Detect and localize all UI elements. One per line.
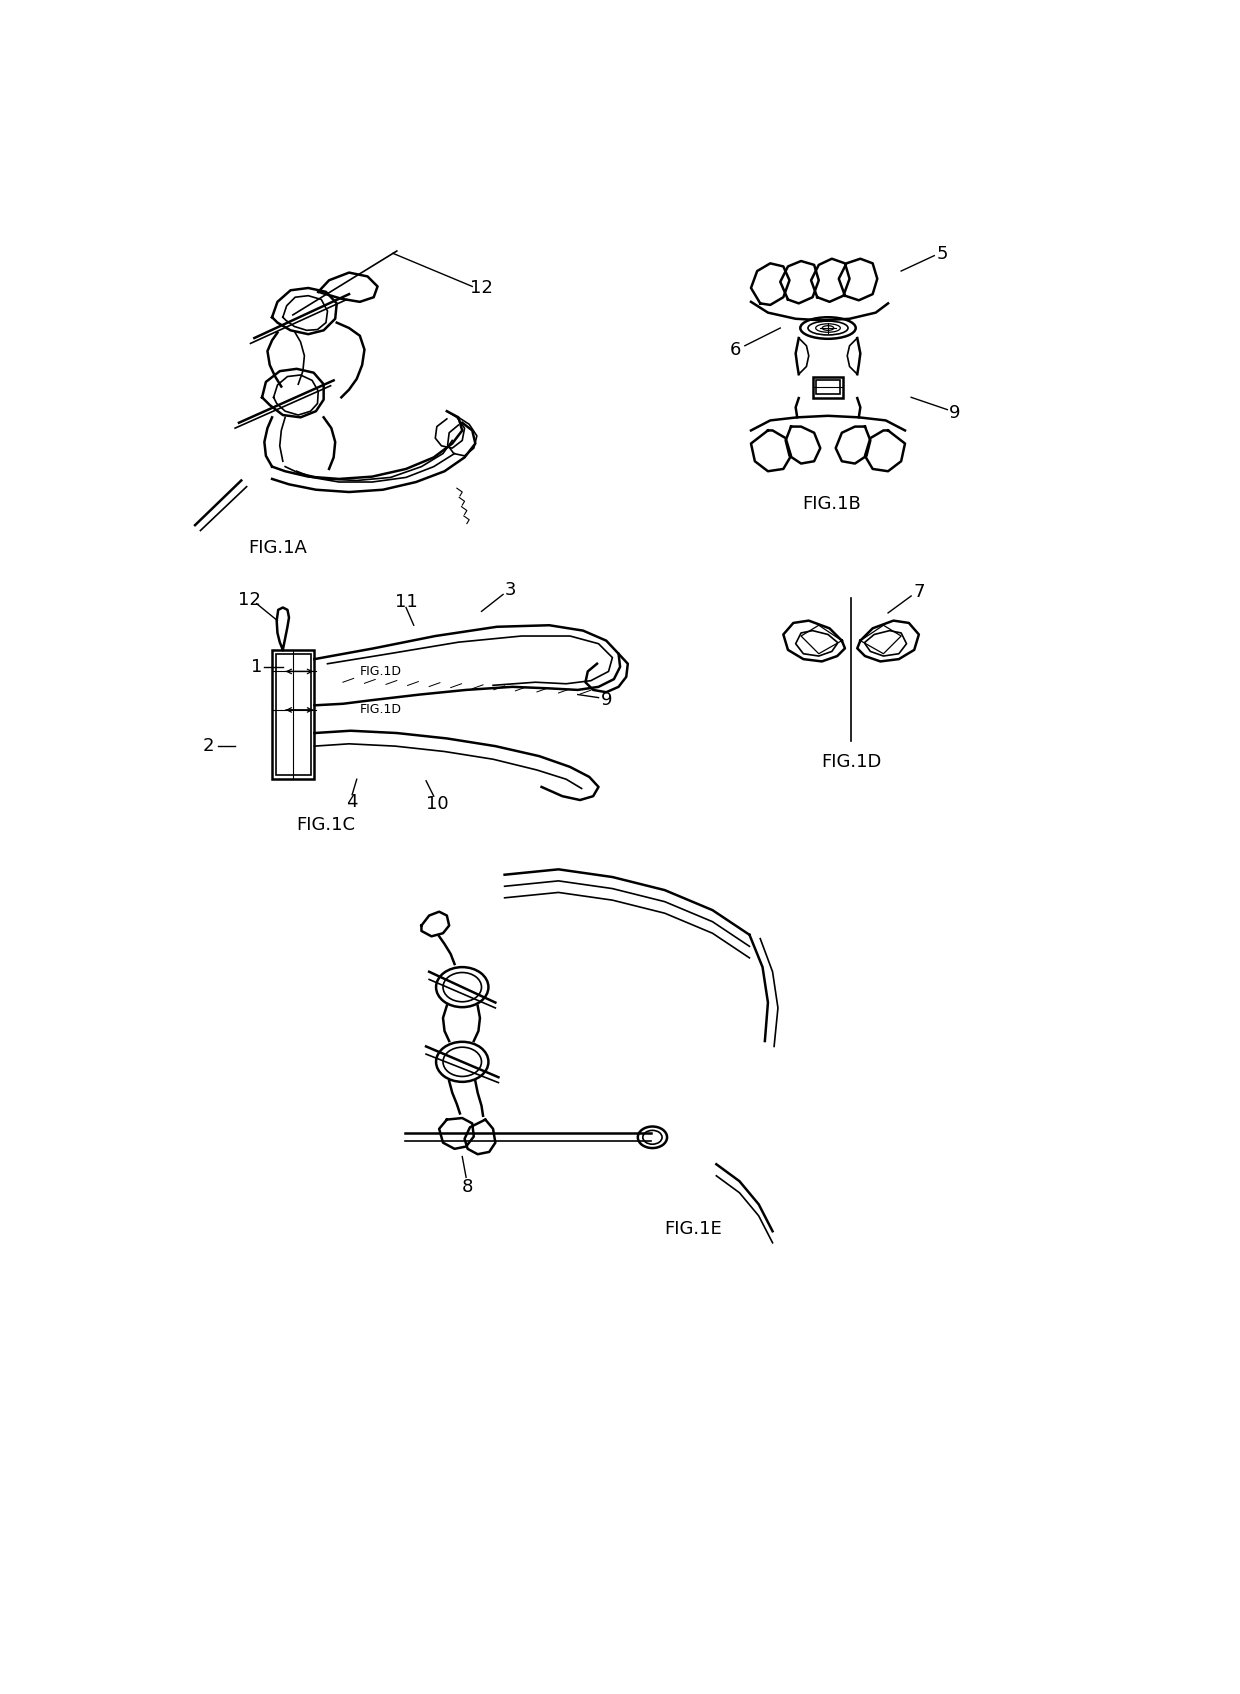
Text: 7: 7 bbox=[913, 583, 925, 601]
Text: FIG.1D: FIG.1D bbox=[821, 752, 882, 771]
Text: 12: 12 bbox=[238, 591, 260, 608]
Text: 1: 1 bbox=[250, 657, 263, 676]
Bar bbox=[812, 376, 843, 398]
Text: 11: 11 bbox=[394, 593, 418, 612]
Text: 8: 8 bbox=[463, 1179, 474, 1196]
Text: 12: 12 bbox=[470, 280, 494, 296]
Bar bbox=[816, 381, 839, 395]
Bar bbox=[272, 650, 315, 779]
Text: 5: 5 bbox=[936, 246, 947, 263]
Bar bbox=[277, 654, 310, 776]
Text: 6: 6 bbox=[730, 340, 742, 359]
Text: 4: 4 bbox=[346, 793, 358, 811]
Text: 9: 9 bbox=[600, 691, 613, 708]
Text: FIG.1C: FIG.1C bbox=[296, 817, 356, 835]
Text: 3: 3 bbox=[505, 581, 517, 598]
Text: FIG.1E: FIG.1E bbox=[665, 1220, 722, 1238]
Text: 2: 2 bbox=[202, 737, 213, 756]
Text: 9: 9 bbox=[950, 403, 961, 422]
Text: 10: 10 bbox=[425, 794, 448, 813]
Text: FIG.1A: FIG.1A bbox=[248, 539, 306, 557]
Text: FIG.1D: FIG.1D bbox=[360, 666, 402, 678]
Text: FIG.1B: FIG.1B bbox=[802, 495, 862, 513]
Text: FIG.1D: FIG.1D bbox=[360, 703, 402, 717]
